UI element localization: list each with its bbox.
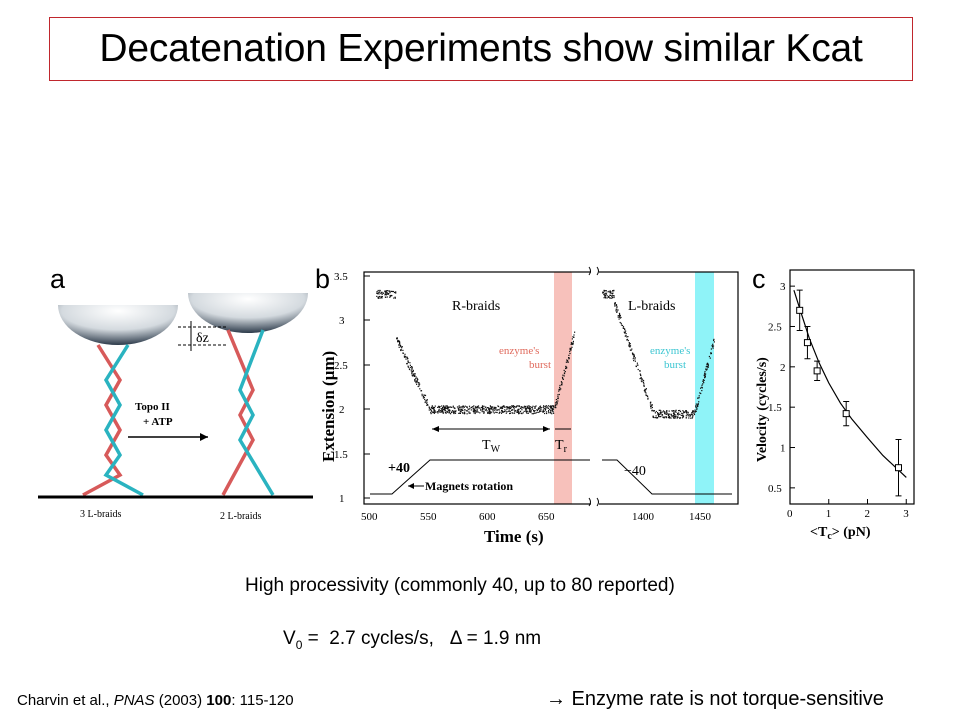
xtick: 1400 [632,511,655,523]
ytick-label: 2.5 [768,321,782,333]
panel-b-frame [363,271,739,505]
processivity-text: High processivity (commonly 40, up to 80… [245,575,675,596]
panel-c-xlabel: <Tc> (pN) [810,525,871,542]
panel-c-chart: 0 1 2 3 0.5 1 1.5 2 2.5 3 Velocity (cycles/s) <Tc… [755,269,915,542]
reaction-label-1: Topo II [135,401,170,413]
magnets-rotation-right [602,459,732,495]
fit-curve [793,290,907,478]
r-braids-label: R-braids [452,299,500,314]
magnets-rotation-left [370,459,590,495]
ytick: 2 [339,404,345,416]
plus40-label: +40 [388,461,410,476]
data-point [796,306,804,314]
panel-c-frame [789,269,915,505]
right-dna-strands [221,329,275,496]
data-point [895,464,902,472]
left-dna-strands [82,344,144,497]
ytick: 1.5 [334,449,348,461]
burst-band-left [554,272,572,504]
data-points [796,289,902,497]
burst-label-left-1: enzyme's [499,345,539,357]
v0-text: V0 = 2.7 cycles/s, Δ = 1.9 nm [283,628,542,652]
xtick: 650 [538,511,555,523]
citation: Charvin et al., PNAS (2003) 100: 115-120 [17,692,294,709]
xtick: 550 [420,511,437,523]
ytick-label: 3 [780,281,786,293]
panel-b-xlabel: Time (s) [484,527,544,546]
burst-band-right [695,272,714,504]
delta-symbol: Δ [449,628,462,649]
xtick-label: 1 [826,508,832,520]
title-box: Decatenation Experiments show similar Kc… [49,17,913,81]
burst-label-left-2: burst [529,359,551,371]
xtick-label: 0 [787,508,793,520]
xtick-label: 3 [903,508,909,520]
ytick: 3.5 [334,271,348,283]
ytick: 2.5 [334,360,348,372]
xtick: 600 [479,511,496,523]
extension-trace [376,289,715,419]
data-point [803,339,811,347]
panel-b-yticks: 1 1.5 2 2.5 3 3.5 [334,271,370,505]
minus40-label: −40 [624,464,646,479]
burst-label-right-1: enzyme's [650,345,690,357]
xtick-label: 2 [865,508,871,520]
tr-label: Tr [555,438,568,455]
panel-c-ylabel: Velocity (cycles/s) [755,357,770,462]
panel-a-diagram: δz Topo II + ATP 3 L-braids 2 L-braids [38,293,313,522]
ytick: 1 [339,493,345,505]
ytick-label: 1.5 [768,402,782,414]
panel-b-ylabel: Extension (μm) [319,351,338,462]
magnets-rotation-label: Magnets rotation [425,479,513,493]
left-caption: 3 L-braids [80,509,121,520]
reaction-label-2: + ATP [143,416,173,428]
data-point [813,367,821,375]
tw-label: TW [482,438,501,455]
dz-label: δz [196,331,209,346]
xtick: 1450 [689,511,712,523]
burst-label-right-2: burst [664,359,686,371]
ytick: 3 [339,315,345,327]
panel-c-ticks: 0 1 2 3 0.5 1 1.5 2 2.5 3 [768,281,909,520]
l-braids-label: L-braids [628,299,675,314]
left-bead [58,305,178,345]
right-bead [188,293,308,333]
panel-b-chart: 1 1.5 2 2.5 3 3.5 Extension (μm) 500 550… [319,266,739,546]
ytick-label: 1 [780,443,786,455]
arrow-icon: → [546,688,566,710]
panel-label-b: b [315,264,331,294]
panel-label-c: c [752,264,766,294]
ytick-label: 2 [780,362,786,374]
ytick-label: 0.5 [768,483,782,495]
data-point [842,410,850,418]
xtick: 500 [361,511,378,523]
panel-b-xticks: 500 550 600 650 1400 1450 [361,511,712,523]
panel-label-a: a [50,264,66,294]
conclusion: → Enzyme rate is not torque-sensitive [546,688,884,710]
slide-title: Decatenation Experiments show similar Kc… [99,27,863,70]
right-caption: 2 L-braids [220,511,261,522]
